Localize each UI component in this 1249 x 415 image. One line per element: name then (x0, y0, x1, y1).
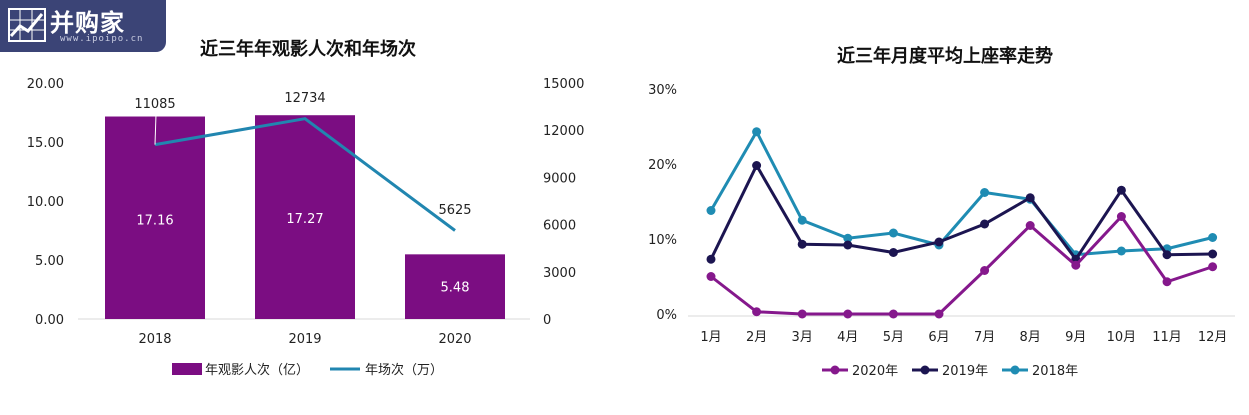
x-tick-label: 2018 (138, 332, 171, 347)
series-point (752, 161, 762, 170)
legend-label: 2020年 (852, 364, 898, 379)
series-point (843, 240, 853, 250)
series-point (1208, 233, 1218, 242)
series-point (1025, 193, 1035, 203)
logo-text: 并购家 (50, 9, 125, 37)
series-line-2020年 (710, 214, 1214, 316)
x-tick-label: 2月 (746, 330, 767, 345)
chart-viewers-and-screenings: 近三年年观影人次和年场次 0.00 5.00 10.00 15.00 20.00 0 3000… (27, 38, 585, 378)
y-right-tick-label: 3000 (543, 266, 576, 281)
bar-2019 (255, 115, 355, 320)
y-left-tick-label: 20.00 (27, 77, 64, 92)
series-point (752, 307, 762, 317)
series-point (843, 233, 853, 243)
screenings-line (154, 117, 456, 232)
y-left-tick-label: 10.00 (27, 195, 64, 210)
series-point (1116, 185, 1126, 195)
line-value-label: 11085 (134, 97, 175, 112)
y-tick-label: 20% (648, 158, 677, 173)
series-point (888, 309, 898, 319)
legend-label-line: 年场次（万） (365, 362, 443, 378)
y-left-tick-label: 5.00 (35, 254, 64, 269)
legend-swatch-marker (830, 365, 840, 375)
y-right-tick-label: 12000 (543, 124, 584, 139)
series-point (888, 248, 898, 257)
bar-2018 (105, 116, 205, 320)
bar-value-label: 17.27 (286, 212, 323, 227)
x-tick-label: 11月 (1152, 330, 1182, 345)
y-left-tick-label: 0.00 (35, 313, 64, 328)
x-tick-label: 8月 (1020, 330, 1041, 345)
line-value-label: 5625 (438, 203, 471, 218)
series-point (1162, 277, 1172, 287)
x-tick-label: 9月 (1065, 330, 1086, 345)
x-tick-label: 2019 (288, 332, 321, 347)
y-tick-label: 10% (648, 233, 677, 248)
y-left-tick-label: 15.00 (27, 136, 64, 151)
x-tick-label: 3月 (792, 330, 813, 345)
x-tick-label: 1月 (700, 330, 721, 345)
series-point (1208, 262, 1218, 272)
y-right-tick-label: 15000 (543, 77, 584, 92)
y-right-tick-label: 6000 (543, 219, 576, 234)
legend-label-bar: 年观影人次（亿） (205, 362, 309, 378)
series-point (797, 215, 807, 225)
series-point (706, 272, 716, 281)
legend-label: 2019年 (942, 364, 988, 379)
x-tick-label: 2020 (438, 332, 471, 347)
x-tick-label: 5月 (883, 330, 904, 345)
chart-monthly-occupancy: 近三年月度平均上座率走势 0% 10% 20% 30% 1月 2月 3月 4月 5月 6月 7月 8月 9… (648, 45, 1235, 379)
series-point (843, 309, 853, 319)
bar-value-label: 17.16 (136, 214, 173, 229)
series-line-2018年 (709, 128, 1213, 257)
legend-swatch-marker (920, 365, 930, 375)
y-tick-label: 30% (648, 83, 677, 98)
series-line-2019年 (709, 162, 1213, 262)
series-point (797, 309, 807, 319)
series-point (1208, 249, 1218, 259)
logo-url-text: www.ipoipo.cn (60, 34, 144, 44)
series-point (980, 188, 990, 197)
legend-swatch-marker (1010, 365, 1020, 375)
y-right-tick-label: 0 (543, 313, 551, 328)
series-point (1116, 246, 1126, 256)
x-tick-label: 4月 (837, 330, 858, 345)
y-right-tick-label: 9000 (543, 171, 576, 186)
x-tick-label: 10月 (1107, 330, 1137, 345)
series-point (1162, 250, 1172, 260)
series-point (797, 239, 807, 249)
label-leader-line (154, 113, 157, 145)
series-point (1025, 221, 1035, 230)
chart2-title: 近三年月度平均上座率走势 (837, 45, 1053, 67)
series-point (934, 237, 944, 247)
x-tick-label: 6月 (928, 330, 949, 345)
series-point (1071, 260, 1081, 270)
series-point (934, 309, 944, 319)
x-tick-label: 12月 (1198, 330, 1228, 345)
series-point (752, 127, 762, 137)
bar-2020 (405, 254, 505, 319)
chart1-title: 近三年年观影人次和年场次 (200, 38, 416, 60)
bar-value-label: 5.48 (441, 281, 470, 296)
line-value-label: 12734 (284, 91, 325, 106)
legend-label: 2018年 (1032, 364, 1078, 379)
logo: 并购家 www.ipoipo.cn (0, 0, 166, 52)
series-point (888, 228, 898, 238)
series-point (1116, 212, 1126, 221)
x-tick-label: 7月 (974, 330, 995, 345)
chart-logo-icon (8, 8, 46, 42)
series-point (706, 254, 716, 264)
series-point (706, 206, 716, 215)
legend-swatch-bar (172, 363, 202, 375)
series-point (980, 219, 990, 229)
y-tick-label: 0% (656, 308, 677, 323)
series-point (980, 266, 990, 275)
